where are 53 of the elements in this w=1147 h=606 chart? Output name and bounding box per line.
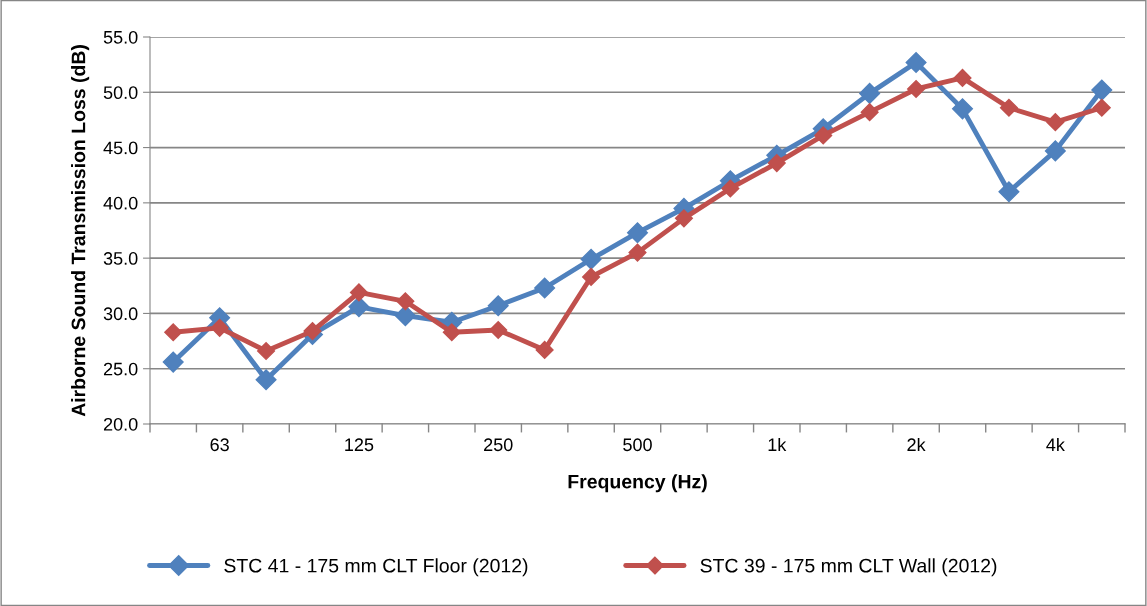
point (953, 68, 972, 87)
point (998, 181, 1020, 203)
point (489, 320, 508, 340)
point (162, 351, 184, 373)
point (951, 98, 974, 120)
point (348, 296, 370, 318)
point (582, 267, 601, 286)
x-tick-label: 1k (768, 437, 787, 451)
y-tick-label: 50.0 (103, 86, 138, 100)
x-tick-label: 63 (210, 438, 229, 452)
point (257, 341, 276, 361)
y-tick-label: 55.0 (103, 30, 138, 44)
point (814, 126, 833, 145)
point (767, 154, 786, 173)
point (674, 209, 693, 228)
x-tick-label: 250 (484, 438, 513, 452)
point (396, 292, 415, 311)
point (164, 323, 183, 342)
point (535, 340, 554, 359)
point (1044, 140, 1066, 162)
point (860, 103, 879, 122)
y-axis-title: Airborne Sound Transmission Loss (dB) (71, 45, 90, 417)
x-tick-label: 4k (1046, 437, 1065, 451)
y-tick-label: 30.0 (103, 307, 138, 321)
point (442, 323, 461, 342)
point (255, 369, 277, 391)
y-tick-label: 20.0 (103, 417, 138, 431)
point (907, 79, 926, 99)
point (349, 283, 368, 302)
legend-label: STC 41 - 175 mm CLT Floor (2012) (224, 558, 528, 577)
point (580, 248, 602, 270)
point (628, 243, 647, 262)
y-tick-label: 25.0 (103, 362, 138, 376)
point (859, 82, 881, 104)
point (1091, 79, 1113, 101)
point (999, 98, 1018, 117)
point (534, 277, 556, 299)
point (210, 318, 229, 337)
point (1092, 98, 1111, 117)
point (721, 179, 740, 198)
point (905, 51, 927, 73)
x-tick-label: 125 (345, 438, 374, 452)
y-tick-label: 40.0 (103, 196, 138, 210)
point (487, 295, 509, 317)
point (1046, 113, 1065, 132)
legend-label: STC 39 - 175 mm CLT Wall (2012) (700, 558, 997, 577)
point (394, 305, 416, 327)
x-axis-title: Frequency (Hz) (568, 474, 707, 493)
point (626, 222, 649, 244)
y-tick-label: 45.0 (103, 141, 138, 155)
y-tick-label: 35.0 (103, 252, 138, 265)
x-tick-label: 2k (907, 437, 926, 451)
x-tick-label: 500 (623, 438, 652, 452)
